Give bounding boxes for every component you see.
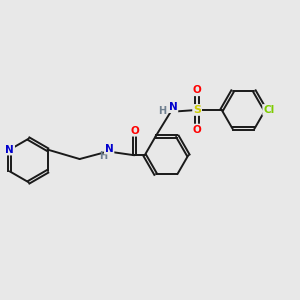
Text: N: N — [169, 102, 177, 112]
Text: H: H — [158, 106, 166, 116]
Text: O: O — [193, 124, 202, 135]
Text: Cl: Cl — [263, 105, 275, 115]
Text: N: N — [105, 144, 113, 154]
Text: O: O — [130, 126, 139, 136]
Text: N: N — [5, 145, 14, 154]
Text: H: H — [99, 151, 107, 161]
Text: O: O — [193, 85, 202, 95]
Text: S: S — [193, 105, 201, 115]
